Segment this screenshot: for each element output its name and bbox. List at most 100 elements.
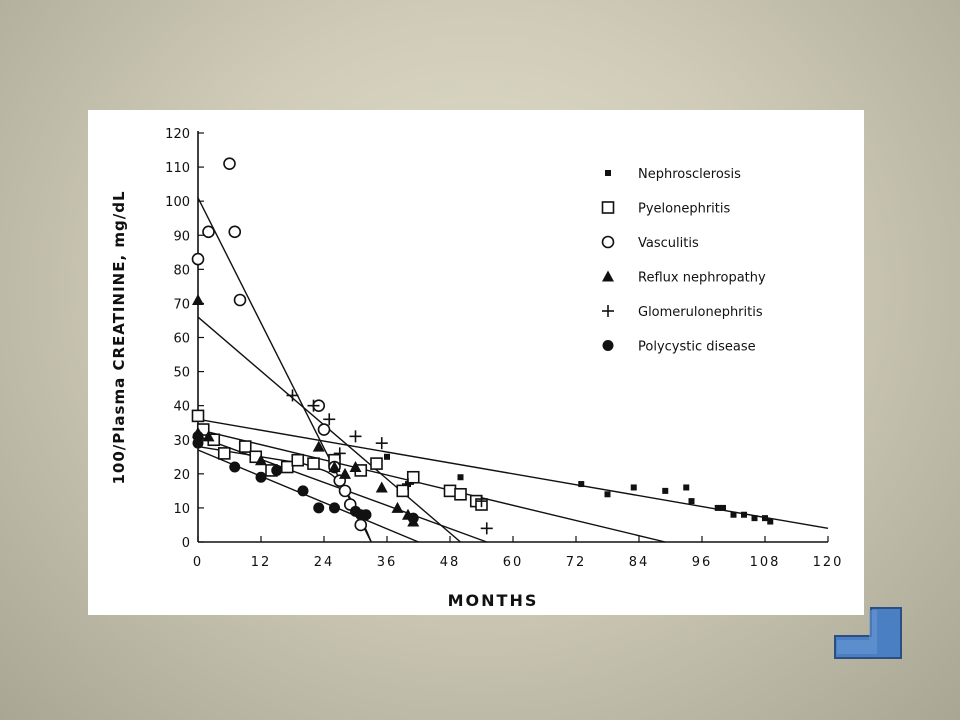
chart-legend: Nephrosclerosis Pyelonephritis Vasculitis R… [601, 167, 766, 355]
point-polycystic-disease [192, 437, 204, 449]
x-tick-label: 24 [314, 555, 335, 570]
legend-marker-glomerulonephritis [602, 305, 614, 317]
return-arrow-icon [834, 607, 902, 659]
y-tick-label: 70 [173, 297, 190, 312]
y-axis-title: 100/Plasma CREATININE, mg/dL [110, 190, 128, 484]
point-glomerulonephritis [349, 430, 362, 443]
point-polycystic-disease [229, 461, 241, 473]
point-pyelonephritis [291, 453, 305, 467]
point-pyelonephritis [307, 457, 320, 470]
legend-marker-nephrosclerosis [605, 170, 611, 176]
creatinine-chart: 0 10 20 30 40 50 60 70 80 90 100 110 120 0 12 24 36 48 60 7… [110, 127, 844, 610]
x-tick-label: 0 [193, 555, 203, 570]
point-reflux-nephropathy [202, 430, 215, 442]
point-glomerulonephritis [333, 447, 346, 460]
legend-label-polycystic-disease: Polycystic disease [638, 340, 756, 355]
point-polycystic-disease [271, 464, 283, 476]
legend-marker-pyelonephritis [601, 201, 615, 214]
point-nephrosclerosis [578, 481, 585, 488]
legend-label-reflux-nephropathy: Reflux nephropathy [638, 271, 766, 286]
point-vasculitis [202, 225, 215, 239]
point-pyelonephritis [280, 460, 294, 474]
trend-lines [197, 197, 829, 543]
point-pyelonephritis [238, 440, 252, 453]
point-nephrosclerosis [662, 487, 669, 494]
point-glomerulonephritis [480, 522, 493, 535]
point-reflux-nephropathy [312, 440, 325, 452]
x-tick-label: 48 [440, 555, 461, 570]
x-tick-label: 72 [566, 555, 587, 570]
y-tick-label: 90 [173, 229, 190, 244]
point-reflux-nephropathy [349, 461, 362, 473]
point-vasculitis [338, 484, 352, 498]
legend-label-glomerulonephritis: Glomerulonephritis [638, 305, 763, 320]
legend-label-vasculitis: Vasculitis [638, 236, 699, 251]
y-tick-label: 60 [173, 332, 190, 347]
y-tick-label: 40 [173, 400, 190, 415]
point-polycystic-disease [360, 509, 372, 521]
x-tick-label: 12 [251, 555, 272, 570]
point-pyelonephritis [396, 484, 410, 498]
point-reflux-nephropathy [375, 481, 388, 493]
point-reflux-nephropathy [339, 467, 351, 479]
point-reflux-nephropathy [328, 461, 341, 473]
legend-marker-reflux-nephropathy [602, 270, 614, 282]
x-tick-label: 60 [503, 555, 524, 570]
point-nephrosclerosis [751, 515, 758, 522]
legend-marker-vasculitis [601, 235, 615, 249]
point-glomerulonephritis [375, 437, 388, 450]
point-vasculitis [228, 225, 242, 239]
point-glomerulonephritis [475, 495, 488, 508]
point-vasculitis [191, 252, 205, 266]
point-nephrosclerosis [630, 484, 637, 491]
point-glomerulonephritis [323, 413, 336, 426]
point-reflux-nephropathy [391, 501, 404, 513]
point-polycystic-disease [407, 512, 419, 524]
point-nephrosclerosis [762, 515, 768, 522]
point-polycystic-disease [329, 502, 340, 514]
legend-label-pyelonephritis: Pyelonephritis [638, 202, 730, 217]
y-tick-label: 10 [173, 502, 190, 517]
point-vasculitis [233, 293, 247, 307]
point-reflux-nephropathy [255, 454, 267, 466]
chart-figure: 0 10 20 30 40 50 60 70 80 90 100 110 120 0 12 24 36 48 60 7… [88, 110, 864, 615]
point-pyelonephritis [191, 409, 205, 423]
chart-axes [197, 131, 829, 543]
x-tick-label: 108 [750, 555, 781, 570]
y-tick-label: 50 [173, 366, 190, 381]
tick-labels: 0 10 20 30 40 50 60 70 80 90 100 110 120 0 12 24 36 48 60 7… [165, 127, 844, 570]
legend-marker-polycystic-disease [602, 340, 614, 351]
point-vasculitis [354, 518, 368, 532]
y-tick-label: 30 [173, 434, 190, 449]
back-nav-button[interactable] [831, 600, 906, 660]
point-vasculitis [317, 423, 331, 436]
trend-line [197, 428, 666, 543]
point-nephrosclerosis [741, 511, 747, 518]
point-pyelonephritis [443, 484, 457, 498]
y-tick-label: 100 [165, 195, 190, 210]
y-tick-label: 0 [182, 536, 190, 551]
point-pyelonephritis [406, 470, 420, 484]
point-glomerulonephritis [286, 389, 299, 402]
x-axis-title: MONTHS [448, 591, 539, 610]
point-nephrosclerosis [720, 504, 726, 511]
point-nephrosclerosis [730, 511, 737, 518]
y-tick-label: 120 [165, 127, 190, 142]
point-nephrosclerosis [688, 498, 695, 505]
point-pyelonephritis [454, 487, 467, 501]
x-tick-label: 120 [813, 555, 844, 570]
point-vasculitis [223, 157, 236, 170]
legend-label-nephrosclerosis: Nephrosclerosis [638, 167, 741, 182]
point-nephrosclerosis [767, 518, 774, 525]
point-polycystic-disease [313, 502, 325, 514]
point-glomerulonephritis [307, 399, 320, 412]
point-glomerulonephritis [402, 478, 414, 491]
point-nephrosclerosis [604, 491, 611, 498]
data-points [191, 157, 774, 535]
point-polycystic-disease [297, 485, 309, 497]
y-tick-label: 110 [165, 161, 190, 176]
point-polycystic-disease [255, 471, 267, 483]
point-reflux-nephropathy [192, 294, 204, 306]
point-nephrosclerosis [457, 474, 464, 481]
x-tick-label: 96 [692, 555, 713, 570]
